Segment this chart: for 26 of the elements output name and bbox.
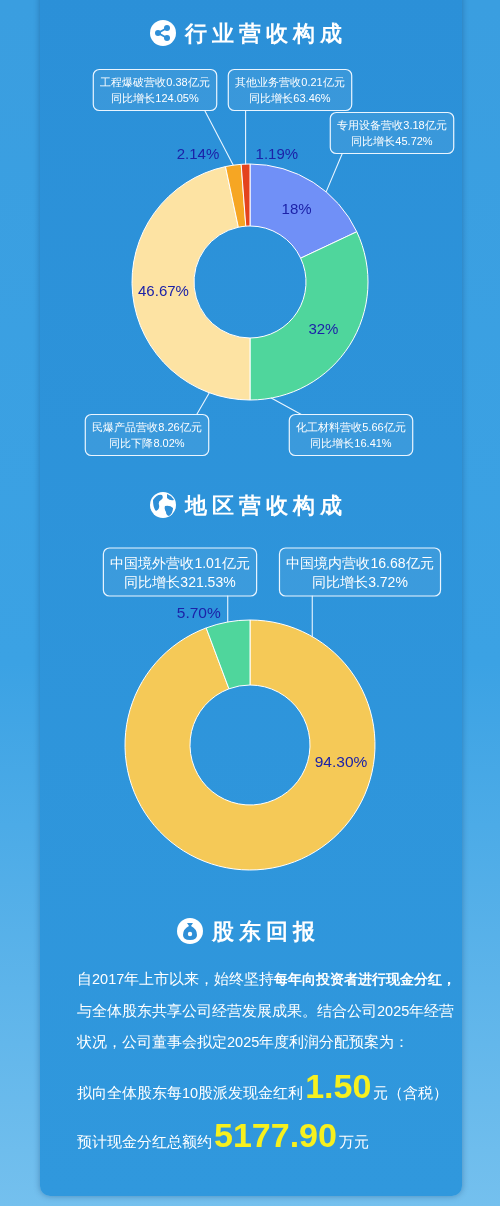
slice-label: 工程爆破营收0.38亿元同比增长124.05% (100, 76, 210, 104)
data-label: 32% (308, 319, 339, 337)
slice-label: 中国境内营收16.68亿元同比增长3.72% (286, 554, 434, 590)
data-label: 94.30% (314, 752, 368, 770)
data-label: 5.70% (176, 604, 221, 621)
text: 1.50 (305, 1066, 372, 1105)
chart-title: 地区营收构成 (184, 493, 347, 518)
text: 自2017年上市以来，始终坚持 (77, 971, 275, 987)
slice-label: 化工材料营收5.66亿元同比增长16.41% (296, 421, 406, 449)
data-label: 18% (281, 199, 312, 217)
slice-label: 中国境外营收1.01亿元同比增长321.53% (110, 554, 250, 590)
chart-title: 行业营收构成 (184, 21, 347, 46)
text: 拟向全体股东每10股派发现金红利 (77, 1084, 304, 1101)
slice-label: 其他业务营收0.21亿元同比增长63.46% (235, 76, 345, 104)
text: 每年向投资者进行现金分红， (274, 971, 457, 987)
data-label: 46.67% (138, 282, 189, 300)
text: 元（含税） (373, 1084, 449, 1101)
slice-label: 专用设备营收3.18亿元同比增长45.72% (337, 119, 447, 147)
text: 5177.90 (214, 1115, 337, 1154)
data-label: 1.19% (255, 145, 299, 163)
slice-label: 民爆产品营收8.26亿元同比下降8.02% (92, 421, 202, 449)
data-label: 2.14% (176, 145, 220, 163)
text: 与全体股东共享公司经营发展成果。结合公司2025年经营状况，公司董事会拟定2025年度利润分配预案为： (77, 1001, 456, 1052)
text: 万元 (338, 1133, 369, 1150)
text: 股东回报 (211, 919, 320, 944)
text: 预计现金分红总额约 (77, 1133, 212, 1150)
